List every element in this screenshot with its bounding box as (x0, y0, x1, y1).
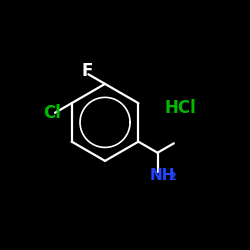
Text: Cl: Cl (43, 104, 61, 122)
Text: F: F (82, 62, 93, 80)
Text: 2: 2 (168, 172, 176, 182)
Text: HCl: HCl (164, 99, 196, 117)
Text: NH: NH (150, 168, 175, 183)
